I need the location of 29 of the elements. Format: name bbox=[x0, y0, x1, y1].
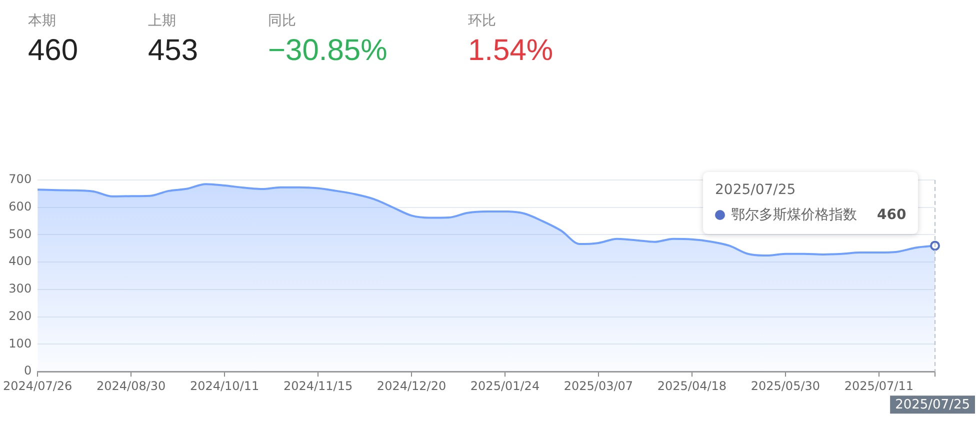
text: 上期 bbox=[148, 12, 177, 30]
y-tick-label: 100 bbox=[8, 336, 32, 350]
text: −30.85% bbox=[268, 34, 388, 68]
y-tick-label: 700 bbox=[8, 172, 32, 186]
text: 1.54% bbox=[468, 34, 554, 68]
text: 2025/07/25 bbox=[715, 182, 796, 198]
x-tick-label: 2024/12/20 bbox=[376, 378, 446, 393]
text: 同比 bbox=[268, 12, 297, 30]
y-tick-label: 200 bbox=[8, 308, 32, 323]
legend-label: 鄂尔多斯煤价格指数 bbox=[731, 206, 857, 224]
text: 453 bbox=[148, 34, 198, 68]
x-tick-label: 2025/04/18 bbox=[657, 378, 727, 393]
text: 本期 bbox=[28, 12, 57, 30]
y-tick-label: 600 bbox=[8, 199, 32, 214]
x-tick-label: 2024/07/26 bbox=[2, 378, 72, 393]
x-tick-label: 2025/05/30 bbox=[750, 378, 820, 393]
text: 460 bbox=[28, 34, 78, 68]
x-tick-label: 2024/10/11 bbox=[190, 378, 260, 393]
x-tick-label: 2025/03/07 bbox=[564, 378, 634, 393]
x-tick-label: 2025/01/24 bbox=[470, 378, 540, 393]
y-tick-label: 0 bbox=[24, 364, 32, 378]
x-tick-label: 2024/11/15 bbox=[283, 378, 353, 393]
x-tick-label: 2025/07/11 bbox=[844, 378, 914, 393]
y-tick-label: 500 bbox=[8, 226, 32, 241]
text: 环比 bbox=[468, 12, 497, 30]
y-tick-label: 300 bbox=[8, 282, 32, 296]
x-tick-label: 2024/08/30 bbox=[96, 378, 166, 393]
y-tick-label: 400 bbox=[8, 254, 32, 268]
data-label: 460 bbox=[877, 206, 906, 223]
